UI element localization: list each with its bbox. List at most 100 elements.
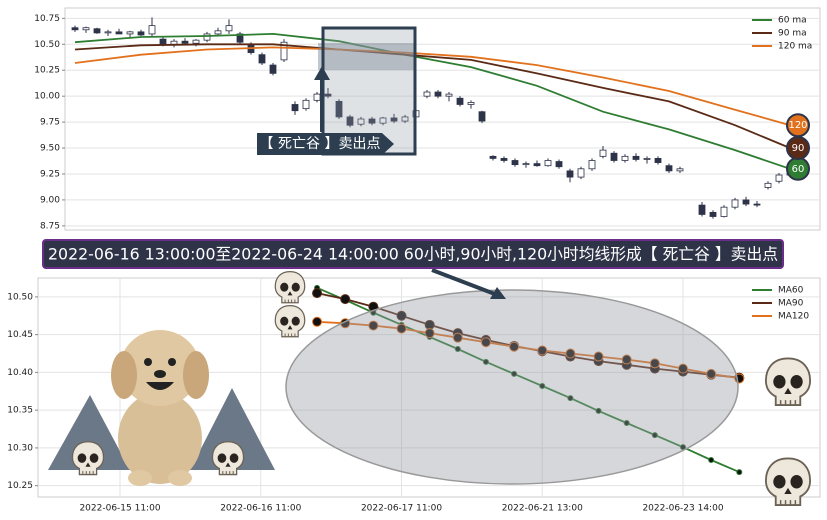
- candle-body: [423, 91, 431, 97]
- candle-body: [346, 116, 354, 126]
- candle-body: [742, 199, 750, 205]
- ma-line: [74, 43, 791, 149]
- ma-line: [74, 46, 791, 127]
- candle-body: [401, 116, 409, 122]
- candle-body: [456, 97, 464, 105]
- candle-body: [654, 158, 662, 163]
- y-tick-label: 10.00: [34, 92, 60, 102]
- pointer-arrow-head: [490, 287, 506, 299]
- legend-label: MA60: [778, 286, 804, 296]
- candle-body: [621, 155, 629, 161]
- candle-body: [533, 163, 541, 167]
- candle-body: [775, 174, 783, 182]
- candle-body: [720, 206, 728, 217]
- x-tick-label: 2022-06-16 11:00: [220, 504, 301, 514]
- legend-label: 60 ma: [778, 16, 807, 26]
- candle-body: [434, 91, 442, 97]
- candle-body: [489, 155, 497, 159]
- banner-title: 2022-06-16 13:00:00至2022-06-24 14:00:00 …: [48, 245, 778, 264]
- annotation-text: 【 死亡谷 】卖出点: [260, 136, 381, 152]
- ma-line: [74, 32, 791, 170]
- x-tick-label: 2022-06-17 11:00: [361, 504, 442, 514]
- point: [396, 310, 407, 321]
- point: [482, 358, 489, 365]
- point: [340, 294, 351, 305]
- candle-body: [764, 182, 772, 188]
- candle-body: [335, 100, 343, 118]
- candle-body: [82, 27, 90, 31]
- decoration: 【 死亡谷 】卖出点 2022-06-16 13:00:00至2022-06-2…: [42, 26, 812, 507]
- candle-body: [599, 149, 607, 157]
- point: [480, 337, 491, 348]
- point: [424, 328, 435, 339]
- point: [649, 358, 660, 369]
- candle-body: [676, 168, 684, 172]
- y-tick-label: 10.50: [7, 292, 33, 302]
- point: [651, 432, 658, 439]
- dog: [111, 330, 209, 486]
- ma-line: [316, 286, 740, 473]
- candle-body: [467, 102, 475, 105]
- candle-body: [544, 160, 552, 167]
- candle-body: [390, 117, 398, 122]
- candle-body: [170, 40, 178, 45]
- legend-label: 90 ma: [778, 29, 807, 39]
- candle-body: [588, 160, 596, 170]
- candle-body: [632, 155, 640, 160]
- candle-body: [225, 25, 233, 32]
- y-tick-label: 9.00: [40, 195, 60, 205]
- point: [623, 419, 630, 426]
- point: [706, 368, 717, 379]
- candle-body: [159, 38, 167, 45]
- y-tick-label: 10.25: [7, 481, 33, 491]
- legend-label: MA90: [778, 299, 804, 309]
- y-tick-label: 10.35: [7, 406, 33, 416]
- mountain: [48, 395, 130, 470]
- end-badge: [786, 113, 810, 138]
- point: [539, 382, 546, 389]
- candle-body: [753, 203, 761, 206]
- point: [565, 348, 576, 359]
- y-tick-label: 8.75: [40, 221, 60, 231]
- point: [537, 345, 548, 356]
- ma-line: [316, 320, 740, 380]
- y-tick-label: 9.75: [40, 118, 60, 128]
- legend-label: MA120: [778, 312, 809, 322]
- point: [678, 363, 688, 374]
- y-tick-label: 10.45: [7, 330, 33, 340]
- point: [312, 288, 323, 299]
- candle-body: [511, 160, 519, 166]
- candle-body: [148, 25, 156, 35]
- y-tick-label: 10.40: [7, 368, 33, 378]
- point: [312, 316, 323, 327]
- candle-body: [71, 27, 79, 31]
- candle-body: [566, 170, 574, 178]
- mountain: [190, 388, 275, 470]
- y-tick-label: 10.50: [34, 40, 60, 50]
- point: [509, 341, 520, 352]
- y-tick-label: 10.30: [7, 443, 33, 453]
- legend-label: 120 ma: [778, 42, 812, 52]
- candle-body: [192, 39, 200, 44]
- candle-body: [280, 41, 288, 61]
- candle-body: [577, 168, 585, 178]
- top-chart: 8.75 9.00 9.25 9.50 9.75 10.00 10.25 10.50 10.75…: [34, 7, 821, 231]
- candle-body: [379, 117, 387, 124]
- candle-body: [478, 111, 486, 122]
- up-arrow-head: [314, 66, 330, 80]
- end-badge-label: 120: [788, 120, 807, 131]
- candle-body: [731, 199, 739, 208]
- candle-body: [522, 163, 530, 166]
- y-tick-label: 10.75: [34, 14, 60, 24]
- candle-body: [115, 31, 123, 35]
- candle-body: [291, 104, 299, 112]
- point: [595, 407, 602, 414]
- point: [452, 332, 463, 343]
- candle-body: [214, 30, 222, 35]
- banner-box: [42, 239, 784, 269]
- highlight-ellipse: [285, 289, 739, 485]
- candle-body: [709, 211, 717, 217]
- plot-frame: [64, 7, 821, 231]
